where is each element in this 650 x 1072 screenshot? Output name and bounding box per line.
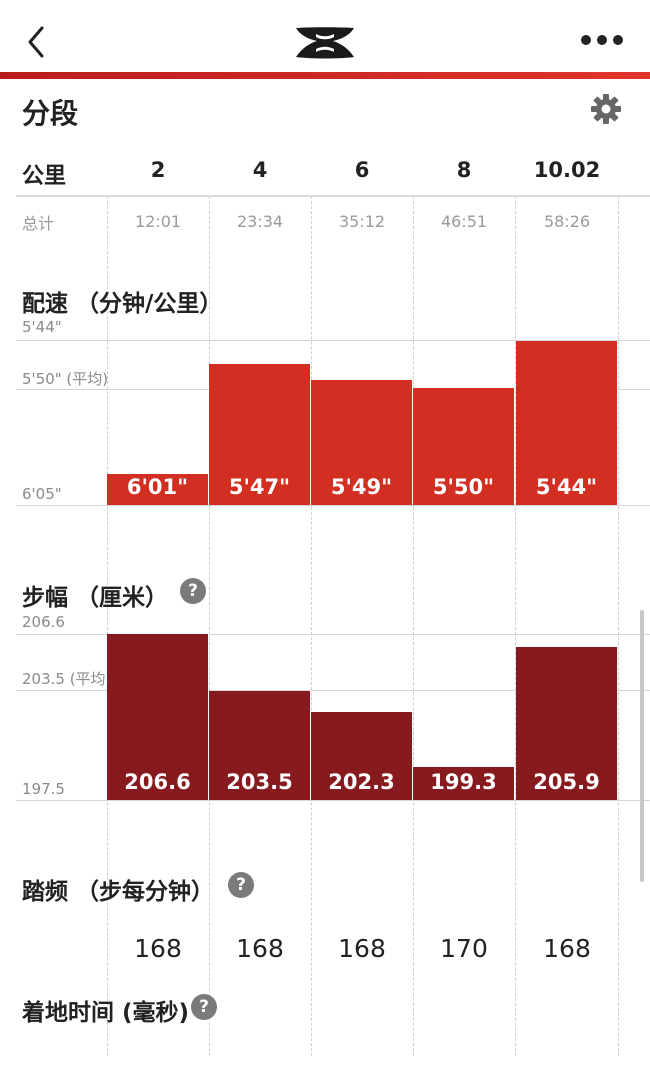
- column-divider: [209, 196, 210, 1056]
- total-label: 总计: [22, 214, 55, 233]
- scrollbar[interactable]: [640, 610, 644, 882]
- stride-bar-label: 199.3: [430, 769, 497, 794]
- column-divider: [618, 196, 619, 1056]
- stride-bar: 206.6: [107, 634, 209, 800]
- total-time: 23:34: [236, 212, 284, 231]
- pace-bar: 5'49": [311, 380, 413, 505]
- cadence-title: 踏频 （步每分钟）: [22, 879, 215, 905]
- total-time: 35:12: [338, 212, 386, 231]
- ground-contact-title: 着地时间 (毫秒): [22, 1000, 190, 1026]
- pace-axis-bottom: 6'05": [22, 485, 62, 503]
- total-time: 12:01: [134, 212, 182, 231]
- cadence-value: 168: [236, 934, 284, 963]
- total-time: 58:26: [543, 212, 591, 231]
- cadence-value: 168: [543, 934, 591, 963]
- more-horizontal-icon[interactable]: [578, 32, 626, 48]
- pace-bar: 5'50": [413, 387, 515, 505]
- cadence-value: 168: [134, 934, 182, 963]
- stride-baseline: [16, 800, 650, 801]
- column-divider: [413, 196, 414, 1056]
- gear-icon[interactable]: [590, 93, 622, 125]
- pace-axis-average: 5'50" (平均): [22, 370, 109, 388]
- ground-contact-help-icon[interactable]: ?: [191, 994, 217, 1020]
- km-value: 8: [456, 158, 472, 182]
- km-value: 6: [354, 158, 370, 182]
- stride-axis-top: 206.6: [22, 613, 65, 631]
- stride-help-icon[interactable]: ?: [180, 578, 206, 604]
- stride-axis-average: 203.5 (平均): [22, 670, 112, 688]
- stride-bar: 202.3: [311, 712, 413, 800]
- under-armour-logo: [296, 27, 354, 59]
- cadence-value: 168: [338, 934, 386, 963]
- stride-bar-label: 206.6: [124, 770, 191, 794]
- stride-bar-label: 203.5: [226, 769, 293, 794]
- splits-title: 分段: [22, 97, 79, 130]
- chevron-left-icon[interactable]: [22, 22, 52, 62]
- top-bar: [0, 0, 650, 74]
- pace-bar-label: 5'47": [228, 474, 291, 499]
- km-value: 2: [150, 158, 166, 182]
- column-divider: [311, 196, 312, 1056]
- stride-chart-title: 步幅 （厘米）: [22, 585, 169, 611]
- stride-bar: 199.3: [413, 767, 515, 800]
- pace-bar-label: 5'50": [432, 474, 495, 499]
- km-label: 公里: [22, 164, 67, 189]
- stride-bar: 205.9: [516, 646, 618, 800]
- stride-top-line: [16, 634, 650, 635]
- column-divider: [515, 196, 516, 1056]
- km-value: 10.02: [533, 158, 601, 182]
- pace-bar-label: 6'01": [126, 474, 189, 499]
- pace-bar: 6'01": [107, 473, 209, 505]
- stride-bar-label: 202.3: [328, 769, 395, 794]
- pace-bar: 5'47": [209, 364, 311, 505]
- km-row-divider: [16, 195, 650, 197]
- column-divider: [107, 196, 108, 1056]
- km-value: 4: [252, 158, 268, 182]
- total-time: 46:51: [440, 212, 488, 231]
- header-accent-line: [0, 72, 650, 79]
- cadence-value: 170: [440, 934, 488, 963]
- stride-bar: 203.5: [209, 690, 311, 800]
- pace-bar-label: 5'49": [330, 474, 393, 499]
- pace-bar: 5'44": [516, 341, 618, 505]
- cadence-help-icon[interactable]: ?: [228, 872, 254, 898]
- pace-axis-top: 5'44": [22, 318, 62, 336]
- stride-axis-bottom: 197.5: [22, 780, 65, 798]
- stride-bar-label: 205.9: [533, 769, 600, 794]
- stride-average-line: [16, 690, 650, 691]
- pace-chart-title: 配速 （分钟/公里）: [22, 291, 223, 317]
- pace-bar-label: 5'44": [535, 475, 598, 499]
- pace-top-line: [16, 340, 650, 341]
- pace-baseline: [16, 505, 650, 506]
